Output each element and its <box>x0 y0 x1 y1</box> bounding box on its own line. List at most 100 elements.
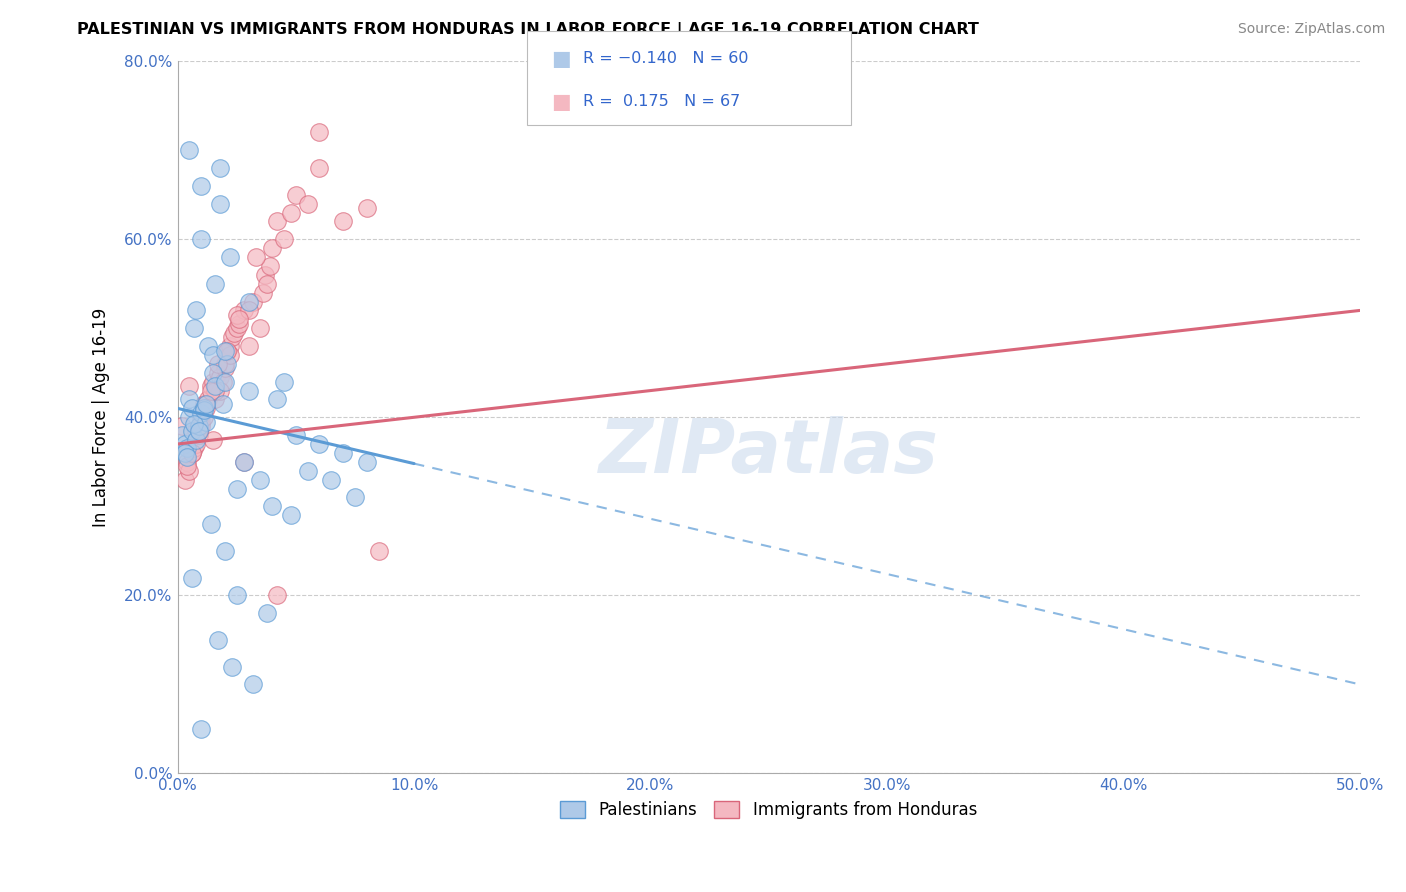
Point <box>186 303 208 318</box>
Point <box>180 446 202 460</box>
Point <box>217 343 239 358</box>
Point <box>202 375 225 389</box>
Point <box>209 370 232 384</box>
Point <box>204 379 226 393</box>
Point <box>266 588 288 602</box>
Point <box>221 330 243 344</box>
Point <box>356 455 378 469</box>
Point <box>176 455 198 469</box>
Point <box>225 321 247 335</box>
Text: PALESTINIAN VS IMMIGRANTS FROM HONDURAS IN LABOR FORCE | AGE 16-19 CORRELATION C: PALESTINIAN VS IMMIGRANTS FROM HONDURAS … <box>77 22 979 38</box>
Point <box>321 473 343 487</box>
Point <box>190 410 212 425</box>
Point <box>194 401 217 416</box>
Point <box>200 379 222 393</box>
Text: Source: ZipAtlas.com: Source: ZipAtlas.com <box>1237 22 1385 37</box>
Point <box>176 459 198 474</box>
Point <box>202 366 225 380</box>
Point <box>249 473 271 487</box>
Point <box>356 201 378 215</box>
Point <box>209 196 232 211</box>
Point <box>224 326 246 340</box>
Point <box>204 392 226 407</box>
Legend: Palestinians, Immigrants from Honduras: Palestinians, Immigrants from Honduras <box>554 794 984 826</box>
Point <box>187 424 209 438</box>
Point <box>249 321 271 335</box>
Point <box>252 285 274 300</box>
Point <box>218 339 240 353</box>
Point <box>214 361 236 376</box>
Point <box>308 125 330 139</box>
Point <box>187 419 209 434</box>
Point <box>183 442 205 456</box>
Text: R =  0.175   N = 67: R = 0.175 N = 67 <box>583 95 741 110</box>
Point <box>194 397 217 411</box>
Point <box>262 500 284 514</box>
Text: R = −0.140   N = 60: R = −0.140 N = 60 <box>583 51 749 66</box>
Text: ■: ■ <box>551 48 571 69</box>
Point <box>183 321 205 335</box>
Point <box>186 437 208 451</box>
Point <box>214 544 236 558</box>
Point <box>202 348 225 362</box>
Point <box>180 401 202 416</box>
Point <box>256 277 278 291</box>
Point <box>197 392 219 407</box>
Point <box>207 357 229 371</box>
Point <box>343 491 366 505</box>
Point <box>273 375 295 389</box>
Point <box>209 384 232 398</box>
Point <box>200 384 222 398</box>
Point <box>238 294 260 309</box>
Point <box>254 268 277 282</box>
Point <box>194 415 217 429</box>
Point <box>179 379 201 393</box>
Text: ZIPatlas: ZIPatlas <box>599 417 939 490</box>
Point <box>332 446 354 460</box>
Point <box>214 343 236 358</box>
Point <box>214 375 236 389</box>
Point <box>280 205 302 219</box>
Point <box>207 632 229 647</box>
Point <box>225 588 247 602</box>
Point <box>176 450 198 465</box>
Point <box>232 455 254 469</box>
Point <box>187 424 209 438</box>
Point <box>297 196 319 211</box>
Point <box>180 446 202 460</box>
Point <box>190 406 212 420</box>
Point <box>193 397 215 411</box>
Point <box>297 464 319 478</box>
Point <box>172 428 194 442</box>
Point <box>179 410 201 425</box>
Point <box>187 428 209 442</box>
Point <box>190 722 212 736</box>
Point <box>332 214 354 228</box>
Point <box>193 410 215 425</box>
Point <box>266 392 288 407</box>
Point <box>308 437 330 451</box>
Point <box>193 403 215 417</box>
Point <box>256 606 278 620</box>
Point <box>238 303 260 318</box>
Text: ■: ■ <box>551 92 571 112</box>
Point <box>217 343 239 358</box>
Point <box>173 437 195 451</box>
Point <box>183 417 205 432</box>
Point <box>190 232 212 246</box>
Point <box>262 241 284 255</box>
Point <box>176 442 198 456</box>
Point <box>190 419 212 434</box>
Point <box>204 384 226 398</box>
Point <box>190 415 212 429</box>
Point <box>179 464 201 478</box>
Point <box>180 570 202 584</box>
Point <box>259 259 281 273</box>
Point <box>232 303 254 318</box>
Point <box>209 161 232 175</box>
Point <box>173 446 195 460</box>
Point <box>280 508 302 523</box>
Point <box>179 392 201 407</box>
Point <box>217 357 239 371</box>
Point <box>193 401 215 416</box>
